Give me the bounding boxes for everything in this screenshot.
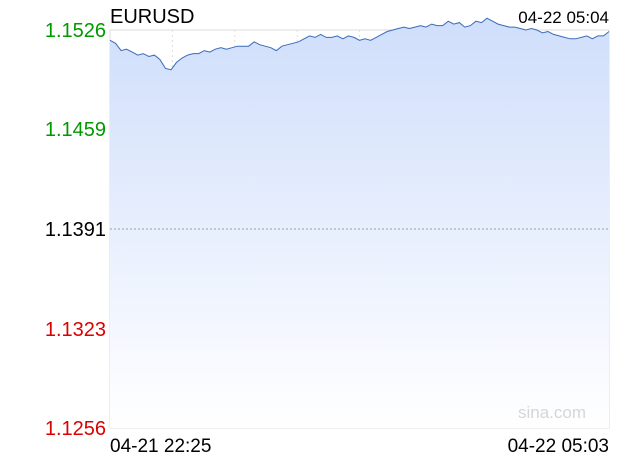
y-tick-label: 1.1459: [45, 119, 106, 141]
y-tick-label: 1.1323: [45, 319, 106, 341]
timestamp: 04-22 05:04: [518, 8, 609, 27]
x-end-label: 04-22 05:03: [508, 436, 609, 457]
y-tick-label: 1.1256: [45, 418, 106, 440]
y-axis-ticks: 1.1526 1.1459 1.1391 1.1323 1.1256: [45, 20, 106, 440]
symbol-title: EURUSD: [110, 6, 194, 28]
price-area: [110, 18, 609, 428]
watermark: sina.com: [518, 403, 586, 422]
y-tick-label: 1.1526: [45, 20, 106, 42]
price-line: [109, 17, 610, 71]
x-start-label: 04-21 22:25: [110, 436, 211, 457]
y-tick-label: 1.1391: [45, 219, 106, 241]
